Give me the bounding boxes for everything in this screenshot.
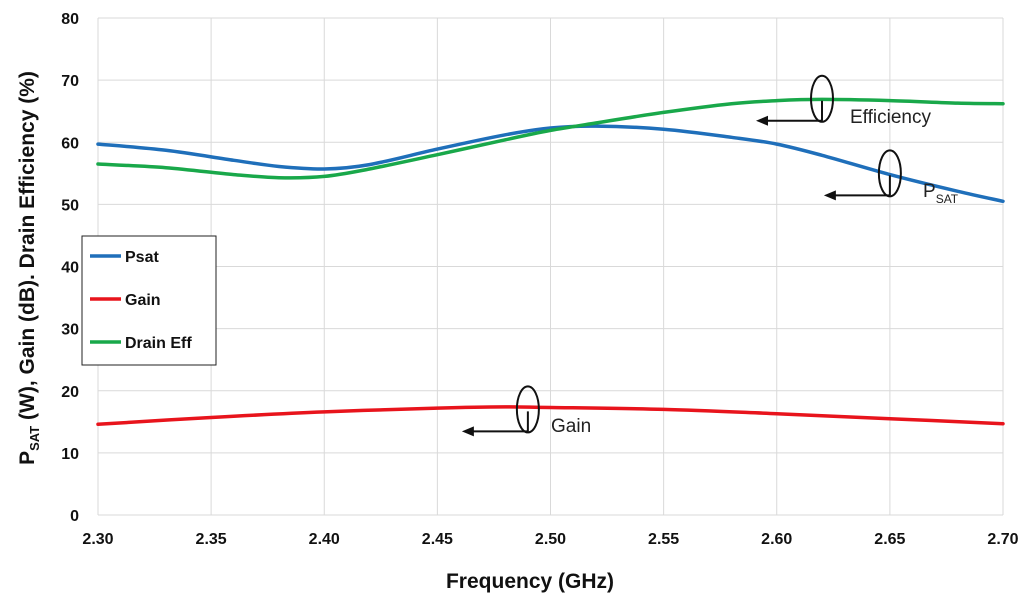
legend-item-psat: Psat — [90, 249, 159, 266]
legend-label-drain-eff: Drain Eff — [125, 335, 192, 352]
x-tick-label: 2.30 — [82, 531, 113, 548]
annotation-label: PSAT — [923, 181, 959, 206]
series-line-psat — [96, 124, 1005, 204]
annotation-arrow-head — [461, 426, 474, 437]
legend-label-gain: Gain — [125, 292, 161, 309]
y-tick-label: 0 — [70, 508, 79, 525]
annotation-arrow-head — [756, 115, 768, 126]
y-tick-label: 60 — [61, 135, 79, 152]
legend-label-psat: Psat — [125, 249, 159, 266]
y-tick-label: 40 — [61, 260, 79, 277]
series-line-drain-eff — [96, 97, 1005, 180]
y-tick-label: 10 — [61, 446, 79, 463]
annotation-psat: PSAT — [823, 149, 959, 206]
y-tick-label: 70 — [61, 73, 79, 90]
annotation-gain: Gain — [461, 385, 591, 437]
x-tick-label: 2.35 — [196, 531, 227, 548]
y-tick-label: 20 — [61, 384, 79, 401]
y-tick-label: 50 — [61, 197, 79, 214]
annotation-arrow-head — [823, 190, 836, 201]
x-axis-label: Frequency (GHz) — [446, 570, 614, 593]
series-lines — [96, 97, 1005, 427]
annotations: Efficiency PSAT Gain — [461, 74, 959, 437]
tick-labels: 2.30 2.35 2.40 2.45 2.50 2.55 2.60 2.65 2.70 0 10 2… — [61, 11, 1018, 548]
annotation-efficiency: Efficiency — [756, 74, 931, 128]
y-tick-label: 80 — [61, 11, 79, 28]
grid-lines — [97, 17, 1004, 516]
x-tick-label: 2.45 — [422, 531, 453, 548]
x-tick-label: 2.50 — [535, 531, 566, 548]
legend: Psat Gain Drain Eff — [81, 235, 217, 366]
annotation-label: Gain — [551, 416, 591, 437]
x-tick-label: 2.60 — [761, 531, 792, 548]
x-tick-label: 2.65 — [874, 531, 905, 548]
x-tick-label: 2.55 — [648, 531, 679, 548]
series-line-gain — [96, 405, 1005, 427]
x-tick-label: 2.40 — [309, 531, 340, 548]
x-tick-label: 2.70 — [987, 531, 1018, 548]
y-axis-label: PSAT (W), Gain (dB). Drain Efficiency (%… — [16, 71, 42, 465]
annotation-label: Efficiency — [850, 107, 931, 128]
legend-item-gain: Gain — [90, 292, 161, 309]
legend-item-drain-eff: Drain Eff — [90, 335, 192, 352]
y-tick-label: 30 — [61, 322, 79, 339]
